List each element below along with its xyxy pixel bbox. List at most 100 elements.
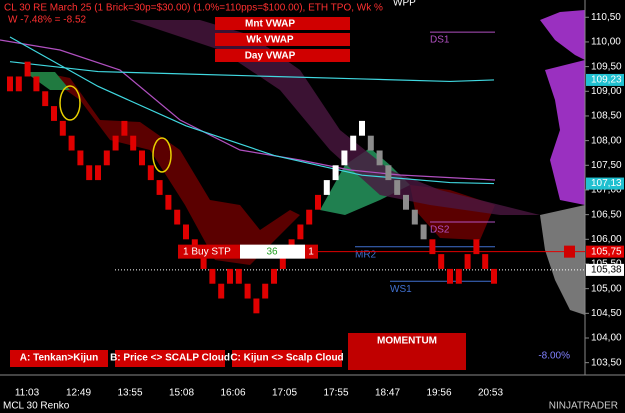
brick — [86, 165, 93, 181]
brick — [367, 135, 374, 151]
volume-profile — [540, 10, 585, 205]
x-tick-label: 17:05 — [272, 388, 297, 399]
y-tick-label: 104,50 — [591, 308, 622, 319]
vwap-button[interactable] — [215, 49, 350, 62]
brick — [209, 268, 216, 284]
order-label[interactable]: 1 Buy STP — [183, 246, 231, 257]
brick — [174, 209, 181, 225]
order-count[interactable]: 1 — [308, 246, 314, 257]
x-tick-label: 17:55 — [323, 388, 348, 399]
y-tick-label: 108,00 — [591, 135, 622, 146]
brick — [147, 165, 154, 181]
brick — [227, 268, 233, 284]
y-tick-label: 107,50 — [591, 160, 622, 171]
percent-label: -8.00% — [538, 351, 570, 362]
brick — [130, 135, 137, 151]
x-tick-label: 13:55 — [117, 388, 142, 399]
brick — [438, 254, 445, 269]
vwap-line — [9, 61, 495, 83]
brick — [323, 180, 330, 195]
x-tick-label: 18:47 — [375, 388, 400, 399]
brick — [183, 224, 189, 240]
brick — [33, 76, 40, 92]
signal-button[interactable] — [10, 350, 108, 367]
order-count-box[interactable] — [305, 244, 318, 259]
y-tick-label: 106,50 — [591, 209, 622, 220]
y-tick-label: 103,50 — [591, 357, 622, 368]
vwap-button[interactable] — [215, 33, 350, 46]
brick — [359, 120, 365, 136]
vwap-line — [9, 36, 495, 185]
x-tick-label: 16:06 — [220, 388, 245, 399]
brick — [429, 239, 436, 255]
price-marker — [586, 177, 624, 190]
price-marker-label: 105,75 — [591, 246, 622, 257]
brick — [394, 180, 401, 195]
cancel-order[interactable] — [564, 245, 575, 258]
brick — [42, 91, 49, 107]
brand: NINJATRADER — [549, 401, 618, 412]
brick — [253, 298, 260, 314]
brick — [200, 254, 207, 269]
brick — [112, 135, 119, 151]
pivot-label: DS1 — [430, 35, 450, 46]
brick — [156, 180, 163, 195]
brick — [491, 268, 497, 284]
y-tick-label: 108,50 — [591, 111, 622, 122]
brick — [59, 120, 66, 136]
brick — [235, 268, 242, 284]
y-tick-label: 106,00 — [591, 234, 622, 245]
signal-button-label[interactable]: A: Tenkan>Kijun — [20, 353, 98, 364]
price-marker-label: 107,13 — [591, 178, 622, 189]
signal-button[interactable] — [232, 350, 342, 367]
x-tick-label: 20:53 — [478, 388, 503, 399]
brick — [332, 165, 339, 181]
brick — [341, 150, 348, 166]
order-qty[interactable]: 36 — [266, 246, 278, 257]
y-tick-label: 105,00 — [591, 283, 622, 294]
brick — [376, 150, 383, 166]
brick — [411, 209, 418, 225]
vwap-button[interactable] — [215, 17, 350, 30]
brick — [262, 283, 269, 299]
signal-button[interactable] — [115, 350, 225, 367]
brick — [350, 135, 357, 151]
x-tick-label: 11:03 — [15, 388, 40, 399]
brick — [121, 120, 128, 136]
y-tick-label: 110,00 — [591, 37, 621, 48]
x-tick-label: 12:49 — [66, 388, 91, 399]
vwap-button-label[interactable]: Wk VWAP — [246, 35, 294, 46]
price-marker-label: 105,38 — [591, 265, 622, 276]
kijun-line — [0, 39, 496, 181]
brick — [385, 165, 392, 181]
signal-button-label[interactable]: B: Price <> SCALP Cloud — [110, 353, 230, 364]
momentum-label: MOMENTUM — [377, 336, 437, 347]
vwap-button-label[interactable]: Day VWAP — [245, 51, 296, 62]
pivot-label: WS1 — [390, 284, 412, 295]
brick — [95, 165, 101, 181]
vwap-button-label[interactable]: Mnt VWAP — [245, 19, 295, 30]
brick — [68, 135, 75, 151]
momentum-box — [348, 333, 466, 370]
volume-profile — [540, 205, 585, 315]
brick — [103, 150, 110, 166]
y-tick-label: 109,50 — [591, 61, 622, 72]
chart-title: CL 30 RE March 25 (1 Brick=30p=$30.00) (… — [4, 3, 383, 14]
x-tick-label: 15:08 — [169, 388, 194, 399]
order-box[interactable] — [178, 244, 240, 259]
brick — [447, 268, 453, 284]
brick — [279, 254, 286, 269]
subtitle: W -7.48% = -8.52 — [8, 15, 87, 26]
pivot-label: MR2 — [355, 249, 377, 260]
brick — [297, 224, 304, 240]
order-qty-box[interactable] — [240, 244, 305, 259]
highlight — [152, 137, 172, 173]
highlight — [59, 85, 81, 121]
instrument: MCL 30 Renko — [3, 401, 70, 412]
brick — [218, 283, 225, 299]
signal-button-label[interactable]: C: Kijun <> Scalp Cloud — [230, 353, 343, 364]
brick — [315, 194, 321, 210]
